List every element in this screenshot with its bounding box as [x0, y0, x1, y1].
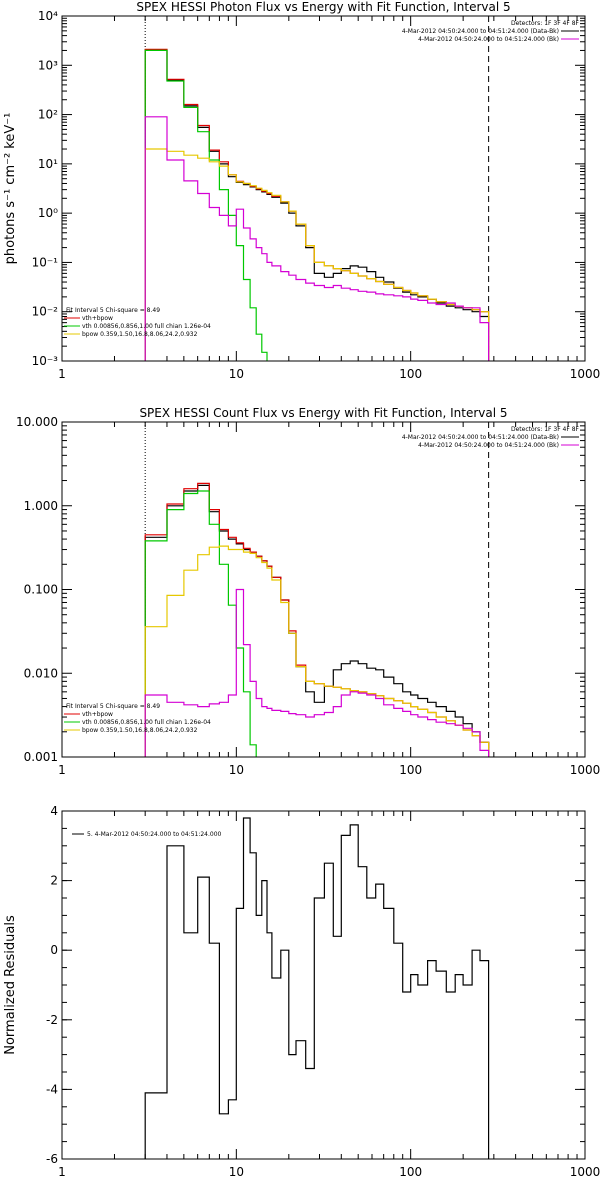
x-tick-label: 10: [229, 1165, 244, 1179]
legend-entry: bpow 0.359,1.50,16.8,8.06,24.2,0.932: [82, 331, 198, 338]
y-axis-label: photons s⁻¹ cm⁻² keV⁻¹: [3, 113, 18, 265]
legend-entry: bpow 0.359,1.50,16.8,8.06,24.2,0.932: [82, 727, 198, 734]
panel-1: SPEX HESSI Photon Flux vs Energy with Fi…: [3, 0, 600, 381]
chart-title: SPEX HESSI Count Flux vs Energy with Fit…: [139, 406, 507, 420]
plot-frame: [61, 810, 586, 1160]
legend-entry: 5. 4-Mar-2012 04:50:24.000 to 04:51:24.0…: [87, 831, 222, 838]
data-series-group: [144, 817, 490, 1159]
y-tick-label: 0.010: [24, 666, 58, 680]
legend-entry: 4-Mar-2012 04:50:24.000 to 04:51:24.000 …: [418, 36, 559, 43]
series-residual: [144, 817, 490, 1159]
series-bpow: [144, 148, 490, 361]
panel-2: SPEX HESSI Count Flux vs Energy with Fit…: [16, 406, 600, 777]
x-tick-label: 1: [58, 367, 66, 381]
y-tick-label: -2: [46, 1013, 58, 1027]
series-bk: [144, 588, 490, 757]
y-tick-label: 10⁻¹: [32, 255, 59, 269]
y-tick-label: 10.000: [16, 415, 58, 429]
y-tick-label: 10⁰: [38, 206, 58, 220]
x-tick-label: 100: [399, 763, 422, 777]
x-tick-label: 10: [229, 763, 244, 777]
series-vth-bpow: [144, 48, 490, 361]
x-tick-label: 1: [58, 1165, 66, 1179]
series-bpow: [144, 545, 490, 757]
y-tick-label: 2: [50, 874, 58, 888]
y-tick-label: 4: [50, 804, 58, 818]
y-tick-label: 0.001: [24, 750, 58, 764]
data-series-group: [144, 482, 490, 757]
legend-entry: 4-Mar-2012 04:50:24.000 to 04:51:24.000 …: [402, 434, 559, 441]
x-tick-label: 1000: [570, 763, 600, 777]
y-tick-label: 0.100: [24, 583, 58, 597]
series-vth-bpow: [144, 482, 490, 757]
x-tick-label: 1: [58, 763, 66, 777]
legend-entry: vth 0.00856,0.856,1.00 full chian 1.26e-…: [82, 323, 211, 330]
series-vth: [144, 49, 268, 361]
legend-entry: Detectors: 1F 3F 4F 8F: [511, 426, 580, 433]
y-tick-label: 0: [50, 943, 58, 957]
y-axis-label: Normalized Residuals: [3, 915, 18, 1055]
legend-entry: 4-Mar-2012 04:50:24.000 to 04:51:24.000 …: [418, 442, 559, 449]
legend-entry: Detectors: 1F 3F 4F 8F: [511, 20, 580, 27]
legend-entry: 4-Mar-2012 04:50:24.000 to 04:51:24.000 …: [402, 28, 559, 35]
y-tick-label: 10⁻³: [32, 354, 59, 368]
y-tick-label: -6: [46, 1152, 58, 1166]
chart-title: SPEX HESSI Photon Flux vs Energy with Fi…: [136, 0, 510, 14]
legend-entry: Fit Interval 5 Chi-square = 8.49: [66, 703, 160, 710]
y-tick-label: 10¹: [38, 157, 58, 171]
legend-entry: vth+bpow: [82, 711, 113, 718]
plot-frame: [61, 15, 586, 362]
series-data-bk: [144, 49, 490, 361]
plot-frame: [61, 421, 586, 758]
x-tick-label: 100: [399, 1165, 422, 1179]
y-tick-label: 1.000: [24, 499, 58, 513]
panel-3: 1 10 100 1000 -6 -4 -2 0 2 4 Normalized Residuals 5…: [3, 804, 600, 1179]
x-tick-label: 10: [229, 367, 244, 381]
x-tick-label: 1000: [570, 1165, 600, 1179]
y-tick-label: 10⁻²: [32, 305, 59, 319]
y-tick-label: 10⁴: [38, 9, 58, 23]
legend-entry: Fit Interval 5 Chi-square = 8.49: [66, 307, 160, 314]
x-tick-label: 100: [399, 367, 422, 381]
series-bk: [144, 116, 490, 361]
legend-entry: vth 0.00856,0.856,1.00 full chian 1.26e-…: [82, 719, 211, 726]
legend-entry: vth+bpow: [82, 315, 113, 322]
data-series-group: [144, 48, 490, 361]
series-vth: [144, 490, 257, 757]
y-tick-label: 10²: [38, 108, 58, 122]
y-tick-label: 10³: [38, 58, 58, 72]
x-tick-label: 1000: [570, 367, 600, 381]
series-data-bk: [144, 484, 490, 757]
y-tick-label: -4: [46, 1082, 58, 1096]
